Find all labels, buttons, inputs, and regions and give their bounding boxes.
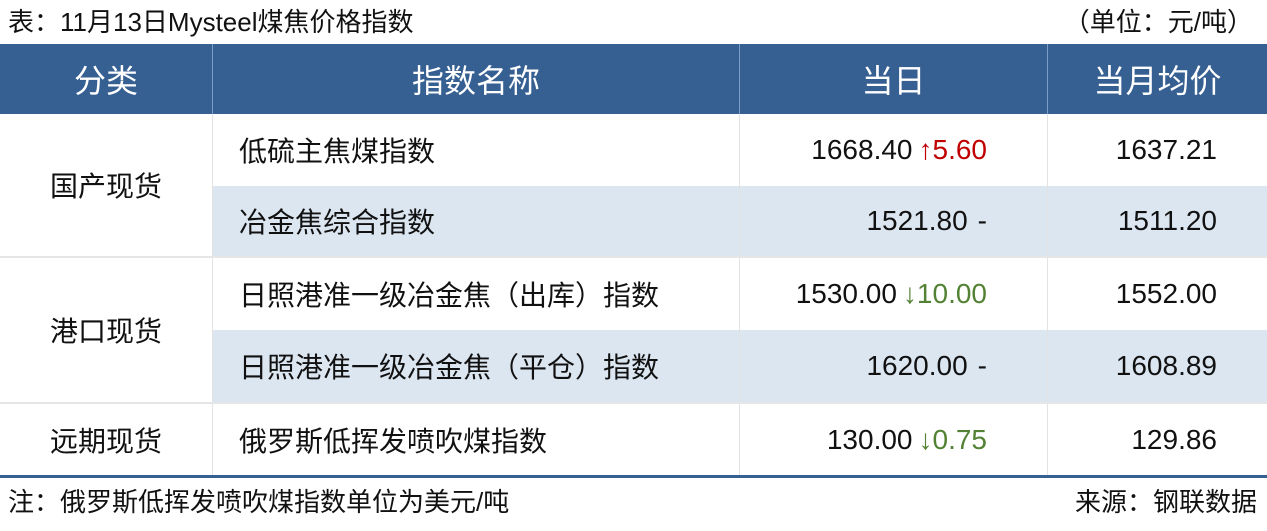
group-separator (0, 256, 1267, 258)
group-separator (0, 402, 1267, 404)
today-value: 1521.80 (866, 205, 968, 236)
index-name-cell: 低硫主焦煤指数 (213, 114, 740, 186)
change-value: ↓10.00 (902, 278, 987, 309)
category-cell: 远期现货 (0, 404, 213, 476)
month-avg-cell: 1552.00 (1115, 278, 1217, 309)
unit-label: （单位：元/吨） (1063, 7, 1253, 37)
table-header (0, 44, 1267, 114)
table-bottom-border (0, 475, 1267, 478)
today-value-cell: 130.00 ↓0.75 (740, 404, 1048, 476)
header-today: 当日 (740, 44, 1048, 114)
index-name-cell: 冶金焦综合指数 (213, 186, 740, 256)
month-avg-cell: 1637.21 (1115, 134, 1217, 165)
today-value-cell: 1521.80- (740, 186, 1048, 256)
today-value: 1530.00 (795, 278, 897, 309)
change-value: - (977, 205, 987, 236)
source-label: 来源：钢联数据 (1074, 487, 1257, 517)
index-name-cell: 日照港准一级冶金焦（出库）指数 (213, 258, 740, 330)
change-value: ↑5.60 (918, 134, 988, 165)
category-cell: 国产现货 (0, 114, 213, 256)
today-value-cell: 1668.40 ↑5.60 (740, 114, 1048, 186)
month-avg-cell: 129.86 (1131, 424, 1217, 455)
change-value: - (977, 350, 987, 381)
today-value-cell: 1530.00 ↓10.00 (740, 258, 1048, 330)
header-category: 分类 (0, 44, 213, 114)
month-avg-cell: 1511.20 (1048, 186, 1267, 256)
index-name-cell: 日照港准一级冶金焦（平仓）指数 (213, 330, 740, 402)
footnote: 注：俄罗斯低挥发喷吹煤指数单位为美元/吨 (8, 487, 510, 517)
today-value: 1668.40 (811, 134, 913, 165)
category-cell: 港口现货 (0, 258, 213, 402)
header-index-name: 指数名称 (213, 44, 740, 114)
today-value-cell: 1620.00- (740, 330, 1048, 402)
today-value: 130.00 (826, 424, 913, 455)
month-avg-cell: 1608.89 (1048, 330, 1267, 402)
header-month-avg: 当月均价 (1093, 63, 1222, 99)
today-value: 1620.00 (866, 350, 968, 381)
change-value: ↓0.75 (918, 424, 988, 455)
table-title: 表：11月13日Mysteel煤焦价格指数 (8, 7, 414, 37)
index-name-cell: 俄罗斯低挥发喷吹煤指数 (213, 404, 740, 476)
